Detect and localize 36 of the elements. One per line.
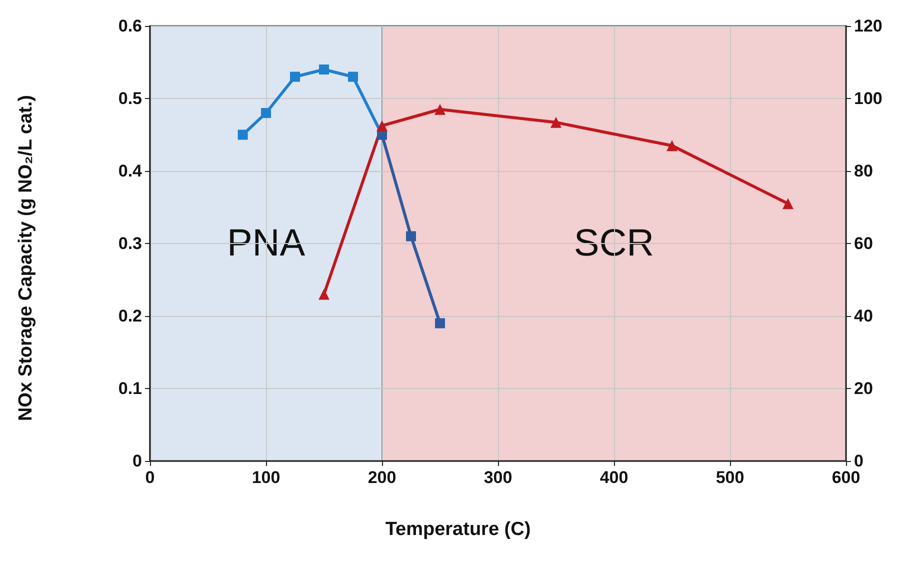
point (348, 72, 358, 82)
point (406, 231, 416, 242)
point (376, 120, 388, 132)
x-tick-label: 200 (368, 468, 396, 487)
y2-tick-label: 60 (854, 234, 873, 253)
point (435, 318, 445, 328)
point (318, 288, 330, 300)
point (666, 140, 678, 152)
y-tick-label: 0.3 (118, 234, 142, 253)
y2-tick-label: 80 (854, 162, 873, 180)
y2-tick-label: 40 (854, 306, 873, 326)
y-axis-title: NOx Storage Capacity (g NO₂/L cat.) (16, 95, 36, 421)
y-tick-label: 0.5 (118, 89, 142, 108)
y-tick-label: 0.4 (118, 162, 143, 180)
y2-tick-label: 0 (854, 452, 864, 470)
y2-tick-label: 100 (854, 89, 882, 108)
point (261, 108, 271, 118)
point (434, 104, 446, 115)
y-tick-label: 0.6 (118, 16, 142, 36)
x-tick-label: 300 (484, 468, 512, 487)
x-axis-title: Temperature (C) (385, 519, 531, 540)
y-tick-label: 0.2 (118, 306, 142, 326)
y2-tick-label: 20 (854, 379, 873, 398)
x-tick-label: 400 (600, 468, 628, 487)
x-tick-label: 100 (252, 468, 280, 487)
point (782, 198, 794, 210)
x-tick-label: 600 (832, 468, 860, 487)
point (290, 72, 300, 82)
x-tick-label: 0 (145, 468, 155, 487)
y2-tick-label: 120 (854, 16, 882, 36)
point (319, 64, 329, 74)
x-tick-label: 500 (716, 468, 744, 487)
y-tick-label: 0.1 (118, 379, 142, 398)
y-tick-label: 0 (132, 452, 142, 470)
point (238, 130, 248, 140)
point (550, 116, 562, 128)
